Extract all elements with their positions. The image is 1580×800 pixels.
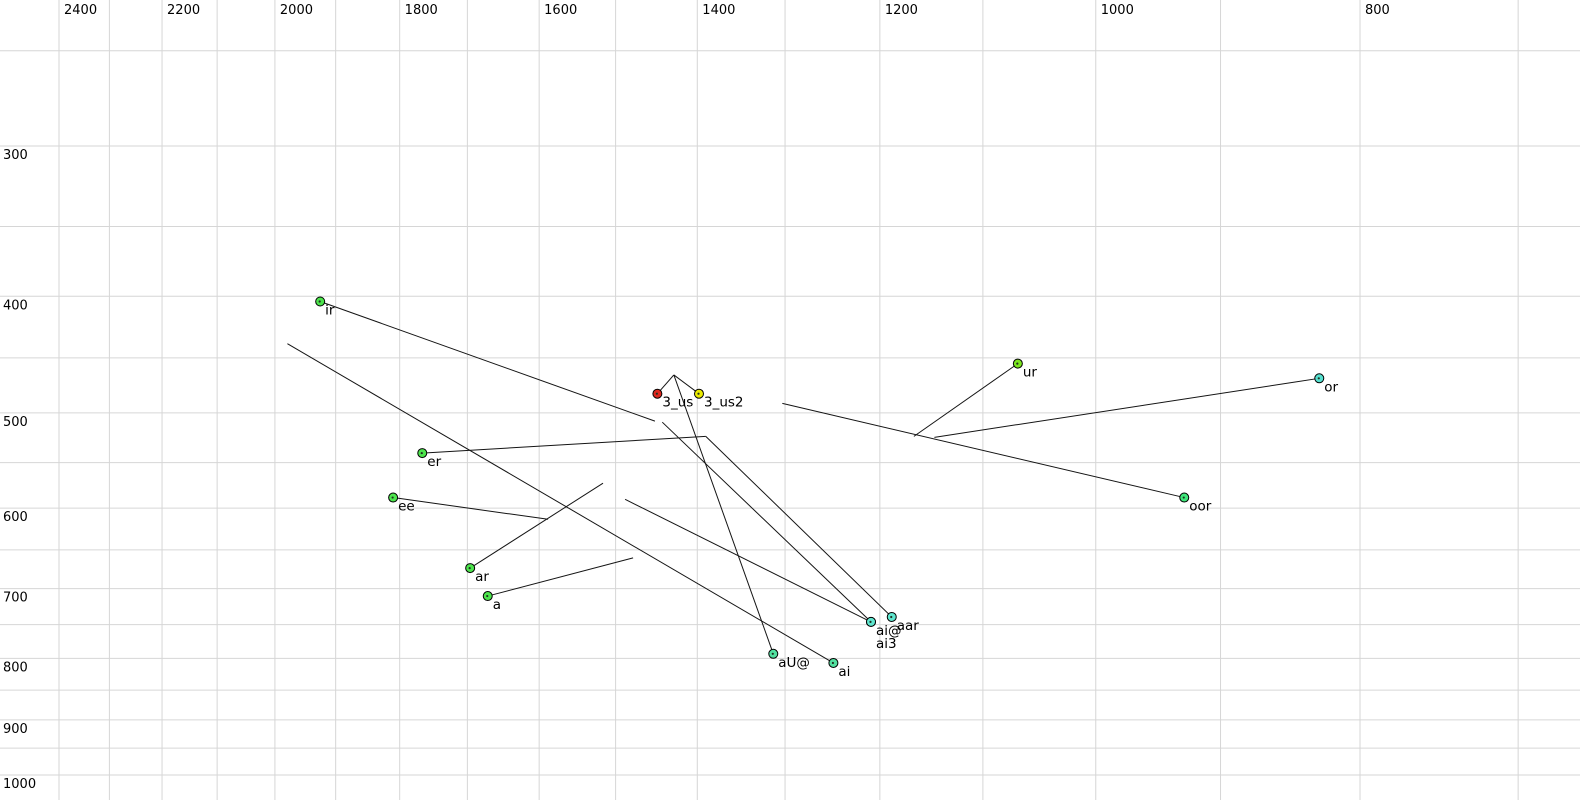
vowel-trajectory-3-us2	[673, 374, 700, 395]
x-tick-label-1800: 1800	[405, 3, 438, 18]
x-tick-label-1200: 1200	[885, 3, 918, 18]
vowel-label-er: er	[427, 454, 441, 470]
vowel-trajectory-ur	[913, 363, 1019, 437]
vowel-point-auat[interactable]	[768, 648, 779, 659]
vowel-label-aar: aar	[897, 618, 920, 634]
vowel-point-ee[interactable]	[388, 492, 399, 503]
vowel-label-ai3: ai3	[876, 636, 897, 652]
vowel-trajectory-aiat	[661, 421, 872, 623]
vowel-label-ar: ar	[475, 569, 489, 585]
y-tick-label-900: 900	[3, 722, 28, 737]
vowel-point-a[interactable]	[482, 591, 493, 602]
vowel-trajectory-ir	[320, 301, 656, 422]
vowel-label-auat: aU@	[778, 655, 810, 671]
vowel-point-3-us[interactable]	[652, 388, 663, 399]
vowel-point-ar[interactable]	[465, 563, 476, 574]
vowel-trajectory-or	[934, 377, 1320, 438]
vowel-trajectory-oor	[782, 402, 1185, 499]
y-tick-label-800: 800	[3, 660, 28, 675]
vowel-label-3-us: 3_us	[662, 395, 693, 411]
vowel-label-ur: ur	[1023, 365, 1038, 381]
vowel-point-or[interactable]	[1314, 373, 1325, 384]
vowel-label-ee: ee	[398, 499, 415, 515]
vowel-point-ur[interactable]	[1012, 358, 1023, 369]
vowel-label-a: a	[493, 597, 501, 613]
vowel-trajectory-a	[487, 557, 634, 597]
vowel-trajectory-auat	[673, 374, 774, 654]
trajectories-layer	[287, 301, 1320, 664]
vowel-label-or: or	[1324, 379, 1338, 395]
vowel-point-3-us2[interactable]	[693, 388, 704, 399]
x-tick-label-800: 800	[1365, 3, 1390, 18]
y-tick-label-300: 300	[3, 148, 28, 163]
vowel-trajectory-ee	[393, 497, 549, 520]
y-tick-label-400: 400	[3, 298, 28, 313]
vowel-label-aiat: ai@	[876, 623, 902, 639]
y-tick-label-600: 600	[3, 510, 28, 525]
axis-labels-layer: 2400 2200 2000 1800 1600 1400 1200 1000 800 300 40…	[3, 3, 1390, 792]
vowel-point-oor[interactable]	[1179, 492, 1190, 503]
x-tick-label-1000: 1000	[1101, 3, 1134, 18]
points-layer	[315, 296, 1325, 668]
vowel-trajectory-ai3	[624, 498, 872, 623]
vowel-trajectory-aar	[705, 435, 893, 618]
vowel-point-ir[interactable]	[315, 296, 326, 307]
x-tick-label-2400: 2400	[64, 3, 97, 18]
y-tick-label-500: 500	[3, 415, 28, 430]
vowel-point-er[interactable]	[417, 448, 428, 459]
y-tick-label-700: 700	[3, 591, 28, 606]
x-tick-label-2200: 2200	[167, 3, 200, 18]
x-tick-label-2000: 2000	[280, 3, 313, 18]
x-tick-label-1600: 1600	[544, 3, 577, 18]
vowel-label-3-us2: 3_us2	[704, 395, 744, 411]
vowel-point-ai[interactable]	[828, 657, 839, 668]
x-tick-label-1400: 1400	[702, 3, 735, 18]
vowel-point-aar[interactable]	[886, 611, 897, 622]
vowel-label-ai: ai	[838, 664, 850, 680]
y-tick-label-1000: 1000	[3, 777, 36, 792]
vowel-label-oor: oor	[1189, 499, 1212, 515]
vowel-trajectory-ai	[287, 343, 834, 664]
vowel-trajectory-ar	[469, 482, 604, 569]
vowel-point-aiat[interactable]	[866, 616, 876, 627]
vowel-trajectory-er	[422, 435, 706, 454]
vowel-label-ir: ir	[325, 302, 335, 318]
